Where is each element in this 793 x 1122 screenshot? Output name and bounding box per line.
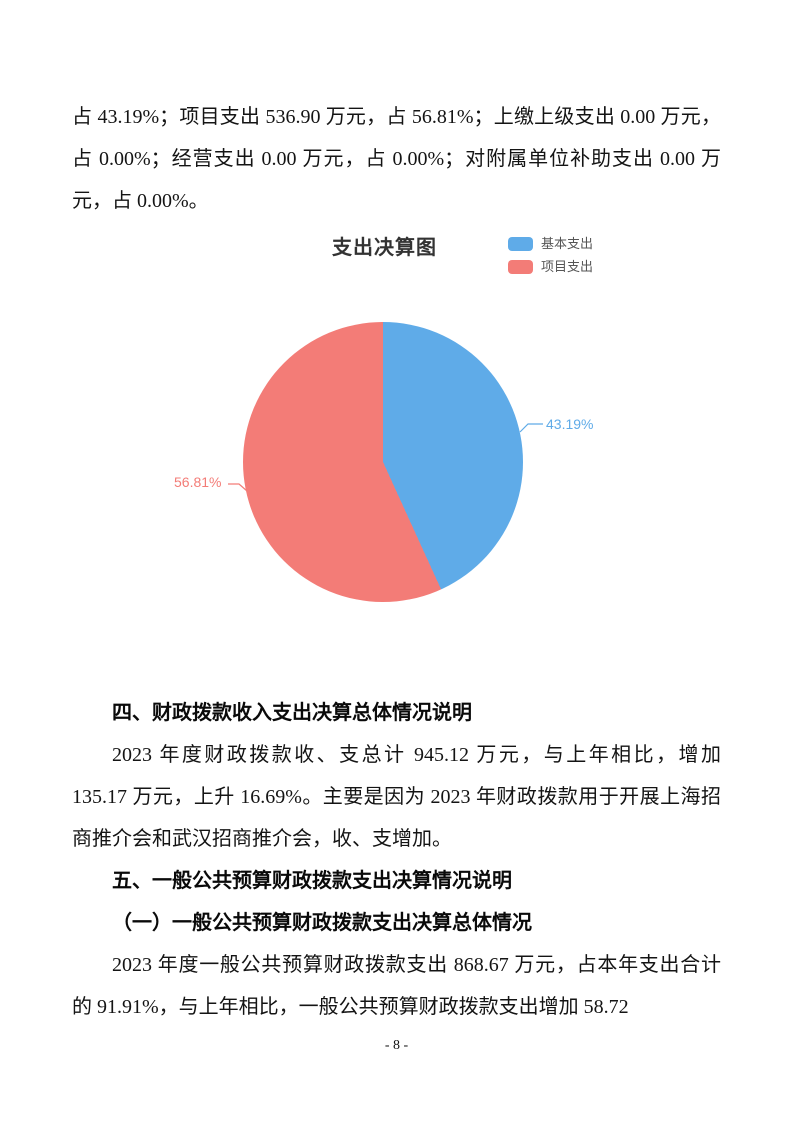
legend-label-basic: 基本支出: [541, 236, 594, 251]
leader-line-project: [228, 483, 248, 492]
chart-title: 支出决算图: [332, 237, 437, 259]
legend-label-project: 项目支出: [541, 259, 594, 274]
expenditure-pie-chart: 支出决算图 基本支出 项目支出 43.19% 56.81%: [72, 222, 721, 692]
page-number: - 8 -: [384, 1038, 409, 1053]
legend-item-basic-expenditure: 基本支出: [508, 237, 593, 251]
leader-lines: [228, 423, 543, 492]
legend-swatch-basic-icon: [508, 237, 533, 251]
heading-section-4: 四、财政拨款收入支出决算总体情况说明: [112, 702, 472, 724]
paragraph-section-4: 2023 年度财政拨款收、支总计 945.12 万元，与上年相比，增加 135.…: [72, 744, 721, 850]
legend-swatch-project-icon: [508, 260, 533, 274]
pie-label-project: 56.81%: [174, 474, 222, 490]
pie: [243, 322, 523, 602]
paragraph-section-5: 2023 年度一般公共预算财政拨款支出 868.67 万元，占本年支出合计的 9…: [72, 954, 721, 1018]
legend-item-project-expenditure: 项目支出: [508, 260, 593, 274]
paragraph-expenditure-breakdown: 占 43.19%；项目支出 536.90 万元，占 56.81%；上缴上级支出 …: [72, 106, 721, 212]
pie-label-basic: 43.19%: [546, 416, 594, 432]
heading-section-5-1: （一）一般公共预算财政拨款支出决算总体情况: [112, 912, 532, 934]
heading-section-5: 五、一般公共预算财政拨款支出决算情况说明: [112, 870, 512, 892]
chart-legend: 基本支出 项目支出: [508, 237, 593, 283]
leader-line-basic: [519, 423, 543, 433]
